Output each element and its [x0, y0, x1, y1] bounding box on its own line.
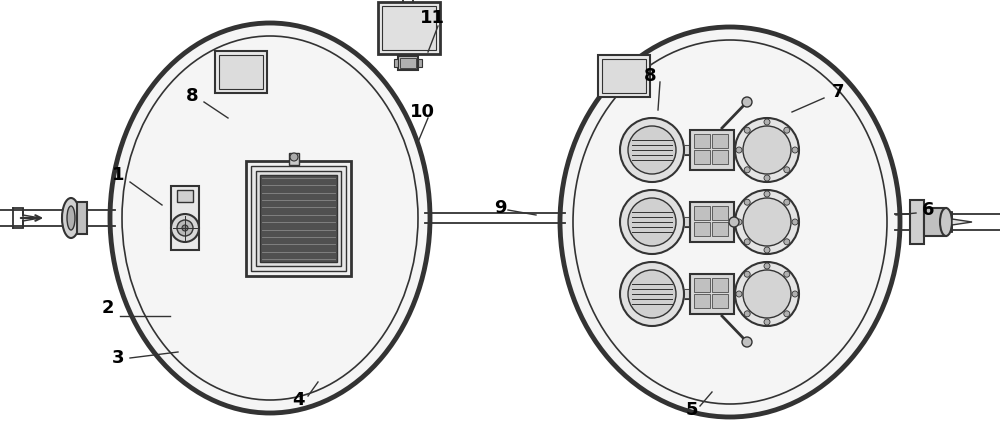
Bar	[924, 208, 946, 236]
Bar	[712, 134, 728, 148]
Text: 4: 4	[292, 391, 304, 409]
Circle shape	[735, 190, 799, 254]
Circle shape	[764, 247, 770, 253]
Bar	[694, 294, 710, 308]
Circle shape	[764, 319, 770, 325]
Text: 6: 6	[922, 201, 934, 219]
Text: 2: 2	[102, 299, 114, 317]
Circle shape	[171, 214, 199, 242]
Bar	[77, 202, 87, 234]
Text: 8: 8	[644, 67, 656, 85]
Circle shape	[792, 147, 798, 153]
Circle shape	[764, 175, 770, 181]
Bar	[251, 166, 346, 271]
Circle shape	[744, 199, 750, 205]
Bar	[215, 51, 267, 93]
Circle shape	[620, 190, 684, 254]
Bar	[602, 59, 646, 93]
Text: 8: 8	[186, 87, 198, 105]
Circle shape	[784, 311, 790, 317]
Ellipse shape	[560, 27, 900, 417]
Circle shape	[743, 126, 791, 174]
Circle shape	[736, 147, 742, 153]
Bar	[690, 274, 734, 314]
Text: 1: 1	[112, 166, 124, 184]
Circle shape	[177, 220, 193, 236]
Bar	[382, 6, 436, 50]
Text: 3: 3	[112, 349, 124, 367]
Bar	[712, 150, 728, 164]
Text: 11: 11	[420, 9, 444, 27]
Circle shape	[784, 271, 790, 277]
Circle shape	[784, 199, 790, 205]
Bar	[246, 161, 351, 276]
Bar	[694, 134, 710, 148]
Circle shape	[784, 239, 790, 245]
Circle shape	[735, 118, 799, 182]
Circle shape	[764, 119, 770, 125]
Circle shape	[182, 225, 188, 231]
Text: 9: 9	[494, 199, 506, 217]
Circle shape	[620, 118, 684, 182]
Bar	[256, 171, 341, 266]
Bar	[177, 190, 193, 202]
Circle shape	[784, 127, 790, 133]
Bar	[289, 153, 299, 165]
Bar	[398, 56, 418, 70]
Bar	[378, 2, 440, 54]
Circle shape	[742, 337, 752, 347]
Bar	[219, 55, 263, 89]
Bar	[712, 294, 728, 308]
Bar	[712, 278, 728, 292]
Bar	[694, 150, 710, 164]
Bar	[400, 58, 416, 68]
Circle shape	[628, 126, 676, 174]
Ellipse shape	[940, 208, 952, 236]
Circle shape	[744, 167, 750, 173]
Circle shape	[743, 198, 791, 246]
Circle shape	[792, 291, 798, 297]
Text: 5: 5	[686, 401, 698, 419]
Circle shape	[628, 198, 676, 246]
Circle shape	[736, 219, 742, 225]
Bar	[598, 55, 650, 97]
Bar	[694, 206, 710, 220]
Circle shape	[764, 263, 770, 269]
Polygon shape	[952, 212, 972, 232]
Circle shape	[792, 219, 798, 225]
Polygon shape	[23, 208, 40, 228]
Ellipse shape	[62, 198, 80, 238]
Circle shape	[290, 153, 298, 161]
Circle shape	[628, 270, 676, 318]
Circle shape	[744, 311, 750, 317]
Bar	[694, 278, 710, 292]
Bar	[394, 59, 398, 67]
Bar	[690, 202, 734, 242]
Circle shape	[784, 167, 790, 173]
Text: 7: 7	[832, 83, 844, 101]
Ellipse shape	[110, 23, 430, 413]
Circle shape	[735, 262, 799, 326]
Circle shape	[742, 97, 752, 107]
Bar	[418, 59, 422, 67]
Circle shape	[743, 270, 791, 318]
Circle shape	[744, 239, 750, 245]
Bar	[260, 175, 337, 262]
Bar	[712, 206, 728, 220]
Bar	[171, 186, 199, 250]
Bar	[690, 130, 734, 170]
Circle shape	[620, 262, 684, 326]
Bar	[910, 200, 924, 244]
Text: 10: 10	[410, 103, 434, 121]
Circle shape	[729, 217, 739, 227]
Circle shape	[744, 271, 750, 277]
Bar	[694, 222, 710, 236]
Circle shape	[736, 291, 742, 297]
Bar	[712, 222, 728, 236]
Ellipse shape	[67, 206, 75, 230]
Circle shape	[744, 127, 750, 133]
Circle shape	[764, 191, 770, 197]
